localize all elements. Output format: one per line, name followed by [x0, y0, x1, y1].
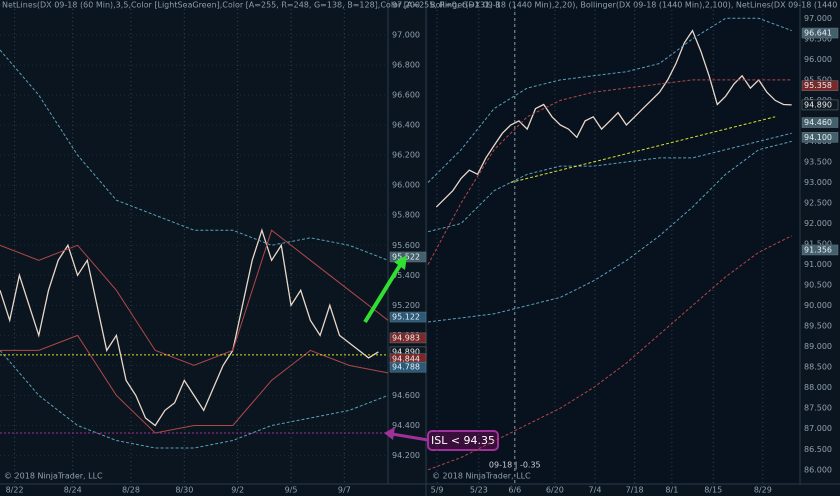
y-tick-label: 87.500 — [804, 404, 832, 413]
x-tick-label: 8/30 — [175, 486, 193, 495]
x-tick-label: 7/4 — [589, 486, 602, 495]
y-tick-label: 89.500 — [804, 322, 832, 331]
isl-arrow-head — [384, 427, 395, 440]
y-tick-label: 88.500 — [804, 363, 832, 372]
series-line — [427, 17, 792, 183]
y-tick-label: 90.500 — [804, 281, 832, 290]
x-tick-label: 8/29 — [754, 486, 772, 495]
x-tick-label: 8/15 — [704, 486, 722, 495]
price-box — [801, 27, 839, 39]
y-tick-label: 95.800 — [392, 211, 420, 220]
y-tick-label: 93.000 — [804, 178, 832, 187]
y-tick-label: 86.000 — [804, 465, 832, 474]
price-label: 94.983 — [392, 333, 420, 342]
x-tick-label: 8/1 — [665, 486, 678, 495]
y-tick-label: 97.000 — [392, 31, 420, 40]
price-label: 94.890 — [804, 100, 832, 109]
left-title: NetLines(DX 09-18 (60 Min),3,5,Color [Li… — [2, 1, 501, 10]
y-tick-label: 97.200 — [392, 1, 420, 10]
y-tick-label: 95.600 — [392, 241, 420, 250]
x-tick-label: 5/23 — [470, 486, 488, 495]
x-tick-label: 9/5 — [285, 486, 298, 495]
right-footer: © 2018 NinjaTrader, LLC — [432, 472, 531, 481]
y-tick-label: 96.000 — [804, 55, 832, 64]
left-footer: © 2018 NinjaTrader, LLC — [4, 472, 103, 481]
y-tick-label: 96.000 — [392, 181, 420, 190]
y-tick-label: 93.500 — [804, 157, 832, 166]
series-line — [0, 350, 389, 449]
series-line — [427, 132, 792, 233]
series-line — [510, 116, 776, 183]
price-box — [801, 80, 839, 91]
series-line — [427, 79, 792, 265]
x-tick-label: 7/18 — [626, 486, 644, 495]
series-line — [427, 140, 792, 323]
price-label: 91.356 — [804, 245, 832, 254]
x-tick-label: 8/22 — [6, 486, 24, 495]
x-tick-label: 5/9 — [431, 486, 444, 495]
price-label: 96.641 — [804, 29, 832, 38]
price-box — [801, 117, 839, 128]
right-title: Bollinger(DX 09-18 (1440 Min),2,20), Bol… — [430, 1, 840, 10]
price-box — [801, 99, 839, 111]
series-line — [0, 229, 389, 366]
price-box — [801, 244, 839, 256]
cursor-label: 09-18 | -0.35 — [489, 461, 541, 470]
x-tick-label: 9/2 — [231, 486, 244, 495]
right-panel — [428, 0, 800, 484]
y-tick-label: 96.200 — [392, 151, 420, 160]
y-tick-label: 88.000 — [804, 383, 832, 392]
series-line — [435, 29, 792, 208]
y-tick-label: 94.200 — [392, 451, 420, 460]
price-label: 94.890 — [392, 347, 420, 356]
y-tick-label: 96.800 — [392, 61, 420, 70]
y-tick-label: 96.400 — [392, 121, 420, 130]
y-tick-label: 89.000 — [804, 342, 832, 351]
price-label: 95.358 — [804, 81, 832, 90]
y-tick-label: 95.500 — [804, 75, 832, 84]
isl-arrow — [391, 432, 429, 442]
price-box — [801, 132, 839, 143]
x-tick-label: 6/20 — [546, 486, 564, 495]
y-tick-label: 90.000 — [804, 301, 832, 310]
series-line — [0, 334, 389, 434]
series-line — [427, 235, 792, 471]
isl-box — [427, 430, 499, 451]
price-label: 95.122 — [392, 313, 420, 322]
y-tick-label: 97.000 — [804, 14, 832, 23]
isl-label: ISL < 94.35 — [431, 434, 495, 447]
x-tick-label: 8/24 — [64, 486, 82, 495]
y-tick-label: 92.500 — [804, 199, 832, 208]
y-tick-label: 96.600 — [392, 91, 420, 100]
price-box — [389, 251, 427, 263]
price-box — [389, 332, 427, 344]
y-tick-label: 96.500 — [804, 34, 832, 43]
price-box — [389, 361, 427, 373]
y-tick-label: 94.600 — [392, 391, 420, 400]
y-tick-label: 92.000 — [804, 219, 832, 228]
y-tick-label: 95.200 — [392, 301, 420, 310]
price-box — [389, 311, 427, 323]
series-line — [0, 49, 389, 261]
y-tick-label: 86.500 — [804, 445, 832, 454]
green-arrow — [363, 260, 404, 324]
price-label: 94.788 — [392, 363, 420, 372]
x-tick-label: 9/7 — [338, 486, 351, 495]
price-label: 94.100 — [804, 133, 832, 142]
price-label: 94.844 — [392, 354, 420, 363]
green-arrow-head — [394, 255, 407, 270]
y-tick-label: 91.500 — [804, 240, 832, 249]
y-tick-label: 95.400 — [392, 271, 420, 280]
x-tick-label: 6/6 — [508, 486, 521, 495]
y-tick-label: 91.000 — [804, 260, 832, 269]
x-tick-label: 8/28 — [122, 486, 140, 495]
price-label: 94.460 — [804, 118, 832, 127]
y-tick-label: 87.000 — [804, 424, 832, 433]
y-tick-label: 94.400 — [392, 421, 420, 430]
series-line — [0, 228, 379, 427]
